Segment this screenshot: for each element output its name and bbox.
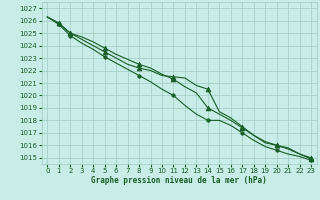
X-axis label: Graphe pression niveau de la mer (hPa): Graphe pression niveau de la mer (hPa) bbox=[91, 176, 267, 185]
